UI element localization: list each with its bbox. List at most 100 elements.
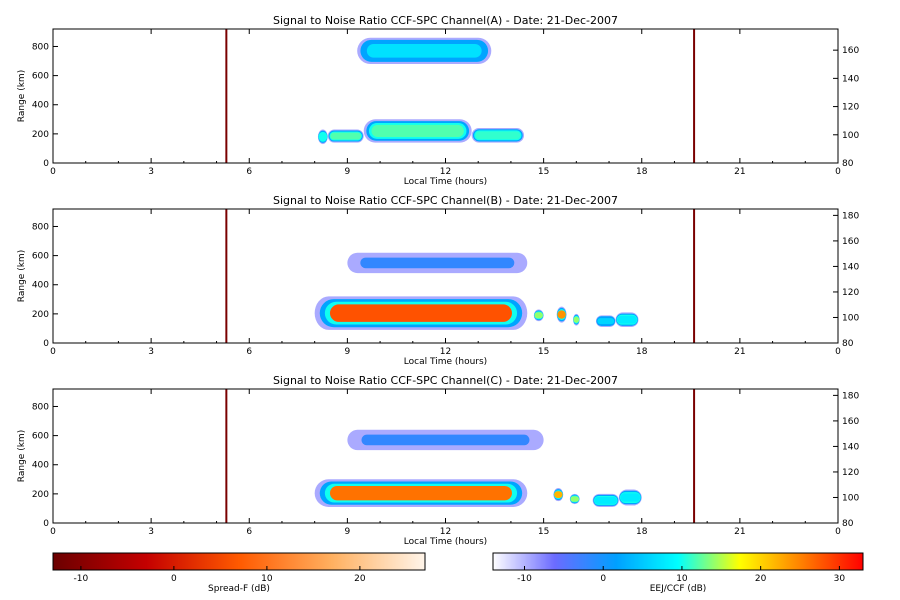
colorbar-tick-label: 20: [755, 574, 767, 584]
echo-region-layer: [360, 257, 515, 269]
colorbar-tick-label: 20: [354, 574, 366, 584]
echo-region: [347, 252, 528, 274]
echo-region-layer: [570, 496, 579, 502]
y-tick-label: 800: [32, 402, 49, 412]
echo-region: [553, 488, 564, 502]
right-y-tick-label: 160: [842, 46, 859, 56]
echo-region-layer: [371, 124, 464, 138]
y-tick-label: 200: [32, 490, 49, 500]
echo-region: [573, 313, 580, 326]
echo-region: [357, 37, 492, 64]
x-tick-label: 6: [246, 527, 252, 537]
echo-region-layer: [329, 485, 512, 501]
y-tick-label: 200: [32, 310, 49, 320]
colorbar-2: -10 0 10 20 30 EEJ/CCF (dB): [492, 552, 864, 594]
right-y-tick-label: 160: [842, 417, 859, 427]
x-axis-label: Local Time (hours): [404, 177, 487, 187]
y-tick-label: 400: [32, 101, 49, 111]
y-tick-label: 0: [43, 159, 49, 169]
x-tick-label: 6: [246, 167, 252, 177]
x-tick-label: 21: [734, 527, 745, 537]
x-tick-label: 0: [50, 347, 56, 357]
right-y-tick-label: 80: [842, 339, 854, 349]
echo-region-layer: [554, 491, 563, 499]
colorbar-tick-label: 0: [171, 574, 177, 584]
y-tick-label: 400: [32, 461, 49, 471]
x-tick-label: 15: [538, 527, 549, 537]
x-tick-label: 12: [440, 527, 451, 537]
x-tick-label: 18: [636, 167, 648, 177]
echo-region: [327, 129, 364, 143]
right-y-tick-label: 80: [842, 519, 854, 529]
echo-region: [595, 315, 616, 327]
y-axis-label: Range (km): [17, 430, 27, 482]
y-tick-label: 200: [32, 130, 49, 140]
colorbar-gradient: [52, 552, 426, 571]
echo-region: [592, 493, 619, 507]
right-y-tick-label: 160: [842, 237, 859, 247]
y-tick-label: 0: [43, 339, 49, 349]
y-axis-label: Range (km): [17, 250, 27, 302]
x-tick-label: 9: [345, 347, 351, 357]
colorbar-1: -10 0 10 20 Spread-F (dB): [52, 552, 426, 594]
x-tick-label: 0: [50, 167, 56, 177]
right-y-tick-label: 100: [842, 313, 859, 323]
echo-region: [314, 479, 528, 507]
panel-3: Signal to Noise Ratio CCF-SPC Channel(C)…: [17, 374, 859, 547]
right-y-tick-label: 140: [842, 442, 859, 452]
echo-region-layer: [330, 132, 362, 140]
x-tick-label: 15: [538, 347, 549, 357]
right-y-tick-label: 120: [842, 468, 859, 478]
echo-region: [317, 129, 328, 145]
echo-region: [618, 489, 642, 506]
y-tick-label: 800: [32, 42, 49, 52]
x-tick-label: 0: [50, 527, 56, 537]
echo-region-layer: [318, 132, 328, 141]
x-tick-label: 0: [835, 167, 841, 177]
colorbar-label: EEJ/CCF (dB): [650, 584, 707, 594]
colorbar-gradient: [492, 552, 864, 571]
y-tick-label: 400: [32, 281, 49, 291]
echo-region-layer: [620, 493, 641, 502]
colorbar-tick-label: 10: [676, 574, 688, 584]
echo-region: [569, 493, 580, 505]
x-tick-label: 12: [440, 347, 451, 357]
echo-region-layer: [557, 310, 566, 319]
right-y-tick-label: 140: [842, 262, 859, 272]
x-axis-label: Local Time (hours): [404, 537, 487, 547]
y-tick-label: 0: [43, 519, 49, 529]
colorbar-tick-label: -10: [74, 574, 89, 584]
x-axis-label: Local Time (hours): [404, 357, 487, 367]
right-y-tick-label: 140: [842, 74, 859, 84]
x-tick-label: 0: [835, 527, 841, 537]
echo-region-layer: [329, 304, 512, 322]
echo-region: [471, 128, 524, 143]
echo-region-layer: [475, 131, 521, 140]
panel-title: Signal to Noise Ratio CCF-SPC Channel(A)…: [273, 14, 618, 27]
echo-region-layer: [361, 434, 530, 446]
right-y-tick-label: 100: [842, 493, 859, 503]
y-tick-label: 800: [32, 222, 49, 232]
panel-1: Signal to Noise Ratio CCF-SPC Channel(A)…: [17, 14, 859, 187]
x-tick-label: 6: [246, 347, 252, 357]
x-tick-label: 15: [538, 167, 549, 177]
panel-title: Signal to Noise Ratio CCF-SPC Channel(B)…: [273, 194, 618, 207]
echo-region: [314, 296, 528, 330]
panel-2: Signal to Noise Ratio CCF-SPC Channel(B)…: [17, 194, 859, 367]
x-tick-label: 9: [345, 527, 351, 537]
x-tick-label: 0: [835, 347, 841, 357]
echo-region-layer: [597, 318, 615, 325]
echo-region-layer: [534, 312, 543, 319]
echo-region: [615, 312, 639, 327]
colorbar-tick-label: -10: [517, 574, 532, 584]
x-tick-label: 9: [345, 167, 351, 177]
echo-region-layer: [366, 44, 482, 58]
x-tick-label: 21: [734, 347, 745, 357]
x-tick-label: 18: [636, 347, 648, 357]
echo-region: [347, 429, 544, 451]
echo-region: [363, 119, 472, 143]
echo-region-layer: [594, 497, 617, 504]
y-tick-label: 600: [32, 252, 49, 262]
colorbar-tick-label: 0: [600, 574, 606, 584]
